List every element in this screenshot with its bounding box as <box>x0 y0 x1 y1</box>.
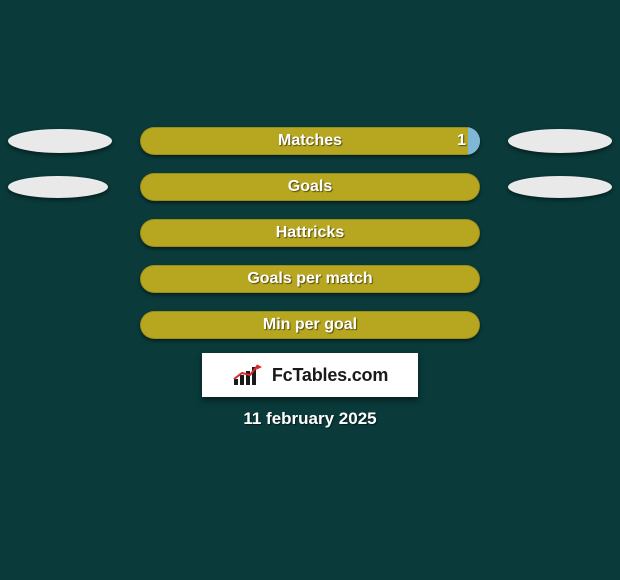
left-player-ellipse <box>8 176 108 198</box>
stat-bar: Min per goal <box>140 311 480 339</box>
right-player-ellipse <box>508 129 612 153</box>
right-player-ellipse <box>508 176 612 198</box>
stat-row: Goals per match <box>0 256 620 302</box>
stat-row: Goals <box>0 164 620 210</box>
logo-chart-icon <box>232 363 266 387</box>
logo-text: FcTables.com <box>272 365 388 386</box>
stat-bar-label: Goals <box>140 178 480 196</box>
stat-row: Matches1 <box>0 118 620 164</box>
stat-bar-value-right: 1 <box>457 132 466 150</box>
stat-bar: Goals <box>140 173 480 201</box>
stat-bar-label: Goals per match <box>140 270 480 288</box>
stat-bar-label: Hattricks <box>140 224 480 242</box>
stat-bar: Matches1 <box>140 127 480 155</box>
fctables-logo: FcTables.com <box>202 353 418 397</box>
stat-bar: Goals per match <box>140 265 480 293</box>
left-player-ellipse <box>8 129 112 153</box>
datestamp: 11 february 2025 <box>0 409 620 429</box>
stat-bar-label: Min per goal <box>140 316 480 334</box>
stat-bar-label: Matches <box>140 132 480 150</box>
stat-row: Hattricks <box>0 210 620 256</box>
stats-rows: Matches1 Goals Hattricks Goals per match Min… <box>0 118 620 348</box>
stat-bar: Hattricks <box>140 219 480 247</box>
stat-row: Min per goal <box>0 302 620 348</box>
